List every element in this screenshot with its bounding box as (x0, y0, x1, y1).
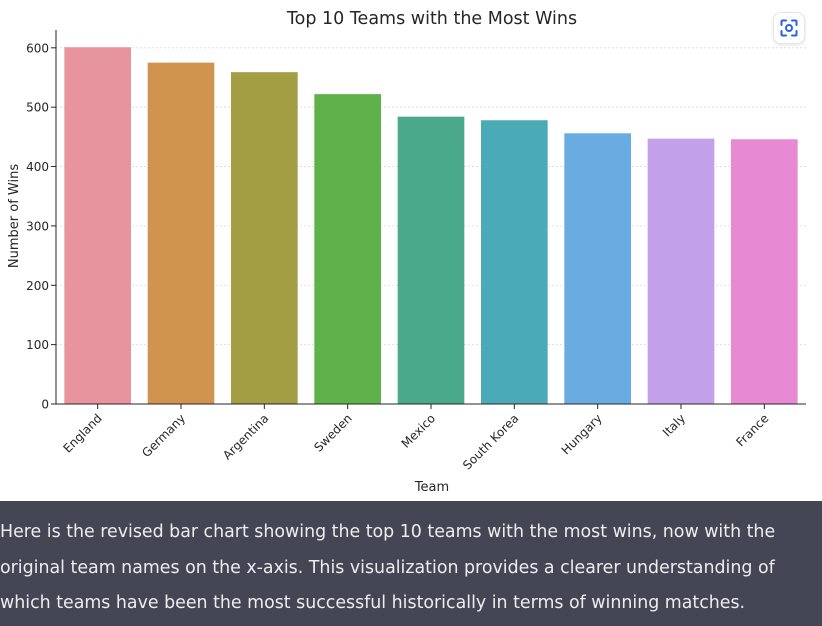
expand-chart-button[interactable] (773, 12, 805, 44)
x-tick-label: France (733, 411, 771, 449)
x-tick-label: Argentina (220, 411, 271, 462)
chart-title: Top 10 Teams with the Most Wins (286, 9, 577, 29)
bar-argentina (231, 72, 298, 405)
bar-italy (647, 138, 715, 404)
assistant-message-text: Here is the revised bar chart showing th… (0, 522, 776, 613)
y-tick-label: 600 (26, 41, 49, 55)
bars (64, 47, 798, 405)
y-axis-label: Number of Wins (7, 164, 22, 268)
bar-germany (147, 62, 215, 405)
bar-sweden (314, 94, 381, 404)
y-tick-label: 400 (26, 160, 49, 174)
x-tick-label: Mexico (399, 411, 439, 451)
y-tick-label: 100 (26, 338, 49, 352)
bar-chart: 0 100 200 300 400 500 600 England Germany Argenti… (7, 9, 806, 495)
bar-england (64, 47, 131, 404)
x-tick-label: Italy (660, 411, 688, 439)
y-tick-label: 200 (26, 279, 49, 293)
x-tick-label: Sweden (311, 411, 354, 454)
x-tick-label: England (60, 411, 104, 455)
y-tick-label: 500 (26, 101, 49, 115)
x-axis-label: Team (414, 480, 449, 495)
chart-panel: 0 100 200 300 400 500 600 England Germany Argenti… (0, 0, 822, 501)
bar-hungary (564, 133, 631, 405)
expand-icon (780, 19, 798, 37)
x-tick-label: South Korea (460, 411, 521, 472)
y-tick-label: 0 (41, 398, 49, 412)
bar-france (731, 139, 798, 404)
x-tick-label: Germany (139, 411, 188, 460)
bar-mexico (397, 116, 465, 404)
x-tick-label: Hungary (559, 411, 605, 457)
y-tick-label: 300 (26, 219, 49, 233)
bar-south-korea (481, 120, 548, 404)
